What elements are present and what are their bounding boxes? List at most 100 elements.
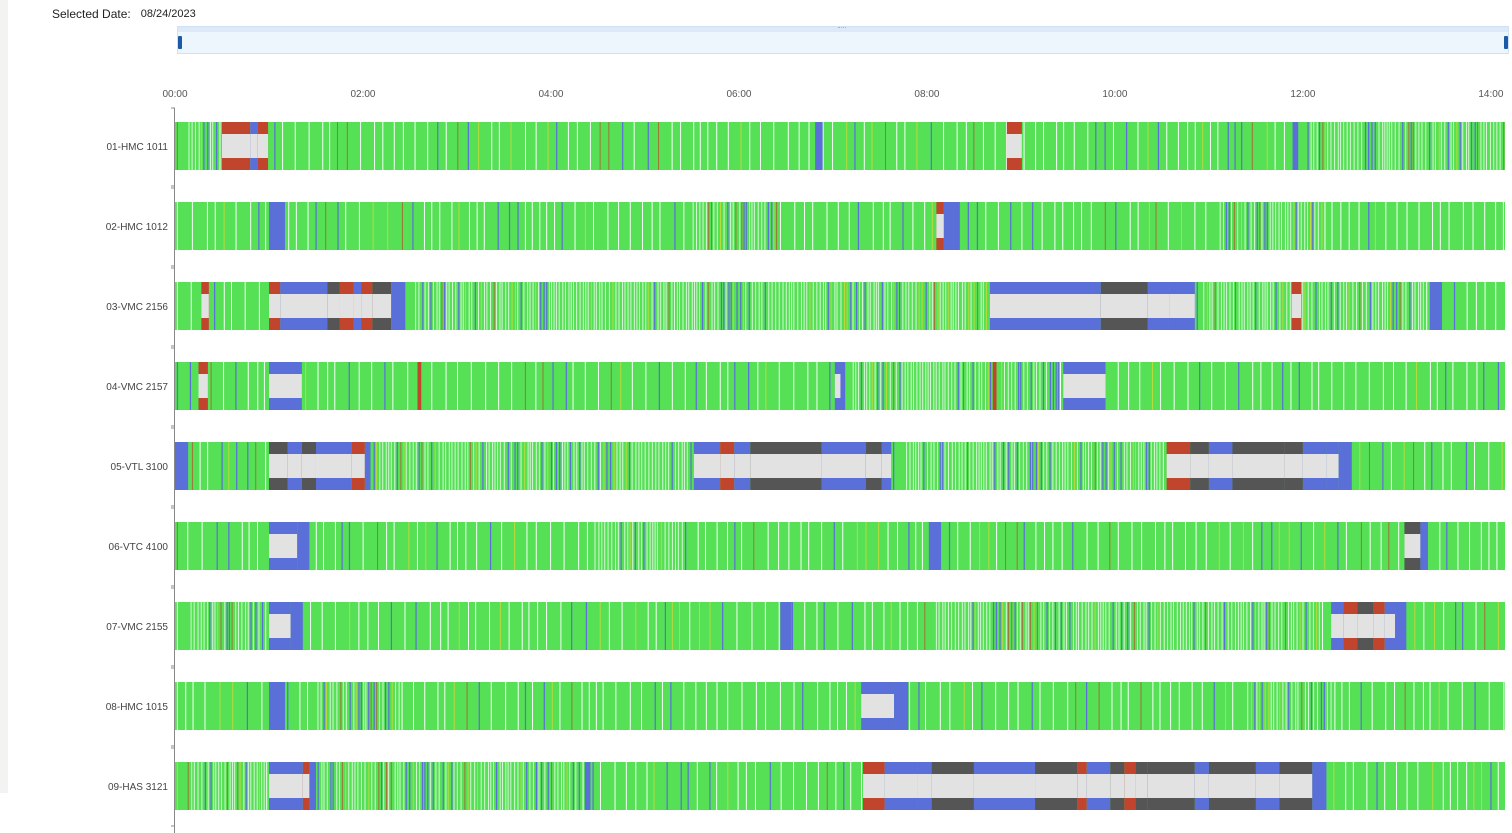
state-flicker-mark — [1317, 682, 1319, 730]
state-flicker-mark — [566, 762, 568, 810]
state-segment[interactable] — [391, 282, 406, 330]
state-segment[interactable] — [894, 682, 909, 730]
machine-row[interactable]: 06-VTC 4100 — [109, 507, 1505, 587]
state-flicker-mark — [1406, 762, 1408, 810]
state-flicker-mark — [1475, 602, 1477, 650]
state-segment[interactable] — [992, 362, 997, 410]
state-segment[interactable] — [175, 442, 189, 490]
state-flicker-mark — [687, 762, 689, 810]
state-segment[interactable] — [1292, 122, 1299, 170]
time-range-slider[interactable] — [177, 26, 1509, 54]
state-segment[interactable] — [1420, 522, 1428, 570]
state-segment[interactable] — [815, 122, 823, 170]
state-flicker-mark — [572, 282, 574, 330]
state-segment[interactable] — [928, 522, 942, 570]
running-bar[interactable] — [175, 602, 1505, 650]
machine-row[interactable]: 01-HMC 1011 — [106, 107, 1505, 187]
state-flicker-mark — [927, 442, 929, 490]
state-flicker-mark — [663, 282, 665, 330]
state-segment[interactable] — [290, 602, 303, 650]
state-flicker-mark — [787, 122, 789, 170]
running-bar[interactable] — [175, 122, 1505, 170]
state-flicker-mark — [1172, 522, 1174, 570]
state-segment[interactable] — [364, 442, 371, 490]
state-segment-fill — [1135, 774, 1148, 798]
state-flicker-mark — [1224, 682, 1226, 730]
running-bar[interactable] — [175, 522, 1505, 570]
state-flicker-mark — [624, 282, 626, 330]
state-flicker-mark — [651, 282, 653, 330]
state-segment[interactable] — [417, 362, 422, 410]
state-segment[interactable] — [297, 522, 310, 570]
state-flicker-mark — [1049, 362, 1051, 410]
running-bar[interactable] — [175, 202, 1505, 250]
state-flicker-mark — [630, 282, 632, 330]
state-segment[interactable] — [584, 762, 591, 810]
state-flicker-mark — [592, 762, 594, 810]
machine-row[interactable]: 05-VTL 3100 — [111, 427, 1505, 507]
state-flicker-mark — [467, 762, 469, 810]
state-flicker-mark — [550, 522, 552, 570]
state-segment[interactable] — [943, 202, 960, 250]
range-slider-left-handle[interactable] — [178, 36, 182, 49]
machine-row[interactable]: 02-HMC 1012 — [106, 187, 1505, 267]
state-segment-fill — [268, 774, 303, 798]
state-flicker-mark — [399, 762, 401, 810]
state-flicker-mark — [1091, 602, 1093, 650]
state-flicker-mark — [1155, 522, 1157, 570]
state-flicker-mark — [1011, 602, 1013, 650]
state-segment[interactable] — [780, 602, 792, 650]
state-segment[interactable] — [309, 762, 316, 810]
state-flicker-mark — [1252, 602, 1254, 650]
range-slider-grip-icon[interactable] — [838, 27, 846, 31]
state-flicker-mark — [188, 122, 190, 170]
state-flicker-mark — [445, 122, 447, 170]
machine-row[interactable]: 09-HAS 3121 — [108, 747, 1505, 827]
state-flicker-mark — [1256, 202, 1258, 250]
state-segment[interactable] — [1395, 602, 1407, 650]
state-flicker-mark — [412, 442, 414, 490]
state-segment[interactable] — [268, 682, 285, 730]
state-flicker-mark — [662, 442, 664, 490]
machine-row[interactable]: 08-HMC 1015 — [106, 667, 1505, 747]
state-flicker-mark — [1446, 522, 1448, 570]
state-flicker-mark — [968, 282, 970, 330]
state-flicker-mark — [1369, 282, 1371, 330]
state-flicker-mark — [468, 282, 470, 330]
state-flicker-mark — [597, 362, 599, 410]
state-flicker-mark — [1271, 362, 1273, 410]
state-segment[interactable] — [1338, 442, 1352, 490]
state-flicker-mark — [645, 282, 647, 330]
state-flicker-mark — [1391, 122, 1393, 170]
machine-row[interactable]: 07-VMC 2155 — [106, 587, 1505, 667]
state-flicker-mark — [1462, 122, 1464, 170]
state-flicker-mark — [493, 762, 495, 810]
state-flicker-mark — [1321, 202, 1323, 250]
state-segment[interactable] — [268, 202, 285, 250]
state-flicker-mark — [431, 362, 433, 410]
state-segment[interactable] — [840, 362, 846, 410]
state-flicker-mark — [379, 442, 381, 490]
selected-date-value[interactable]: 08/24/2023 — [140, 8, 196, 20]
state-flicker-mark — [1312, 602, 1314, 650]
state-flicker-mark — [671, 522, 673, 570]
state-flicker-mark — [1429, 122, 1431, 170]
machine-row[interactable]: 03-VMC 2156 — [106, 267, 1505, 347]
state-flicker-mark — [1099, 442, 1101, 490]
state-flicker-mark — [1404, 682, 1406, 730]
state-flicker-mark — [863, 362, 865, 410]
state-flicker-mark — [476, 522, 478, 570]
state-flicker-mark — [1237, 202, 1239, 250]
state-flicker-mark — [999, 442, 1001, 490]
state-flicker-mark — [212, 122, 214, 170]
state-segment[interactable] — [1312, 762, 1327, 810]
machine-row[interactable]: 04-VMC 2157 — [106, 347, 1505, 427]
state-flicker-mark — [1345, 762, 1347, 810]
state-segment[interactable] — [1429, 282, 1443, 330]
state-flicker-mark — [1469, 522, 1471, 570]
state-flicker-mark — [1274, 602, 1276, 650]
state-flicker-mark — [523, 282, 525, 330]
range-slider-right-handle[interactable] — [1504, 36, 1508, 49]
state-flicker-mark — [514, 282, 516, 330]
state-flicker-mark — [187, 762, 189, 810]
